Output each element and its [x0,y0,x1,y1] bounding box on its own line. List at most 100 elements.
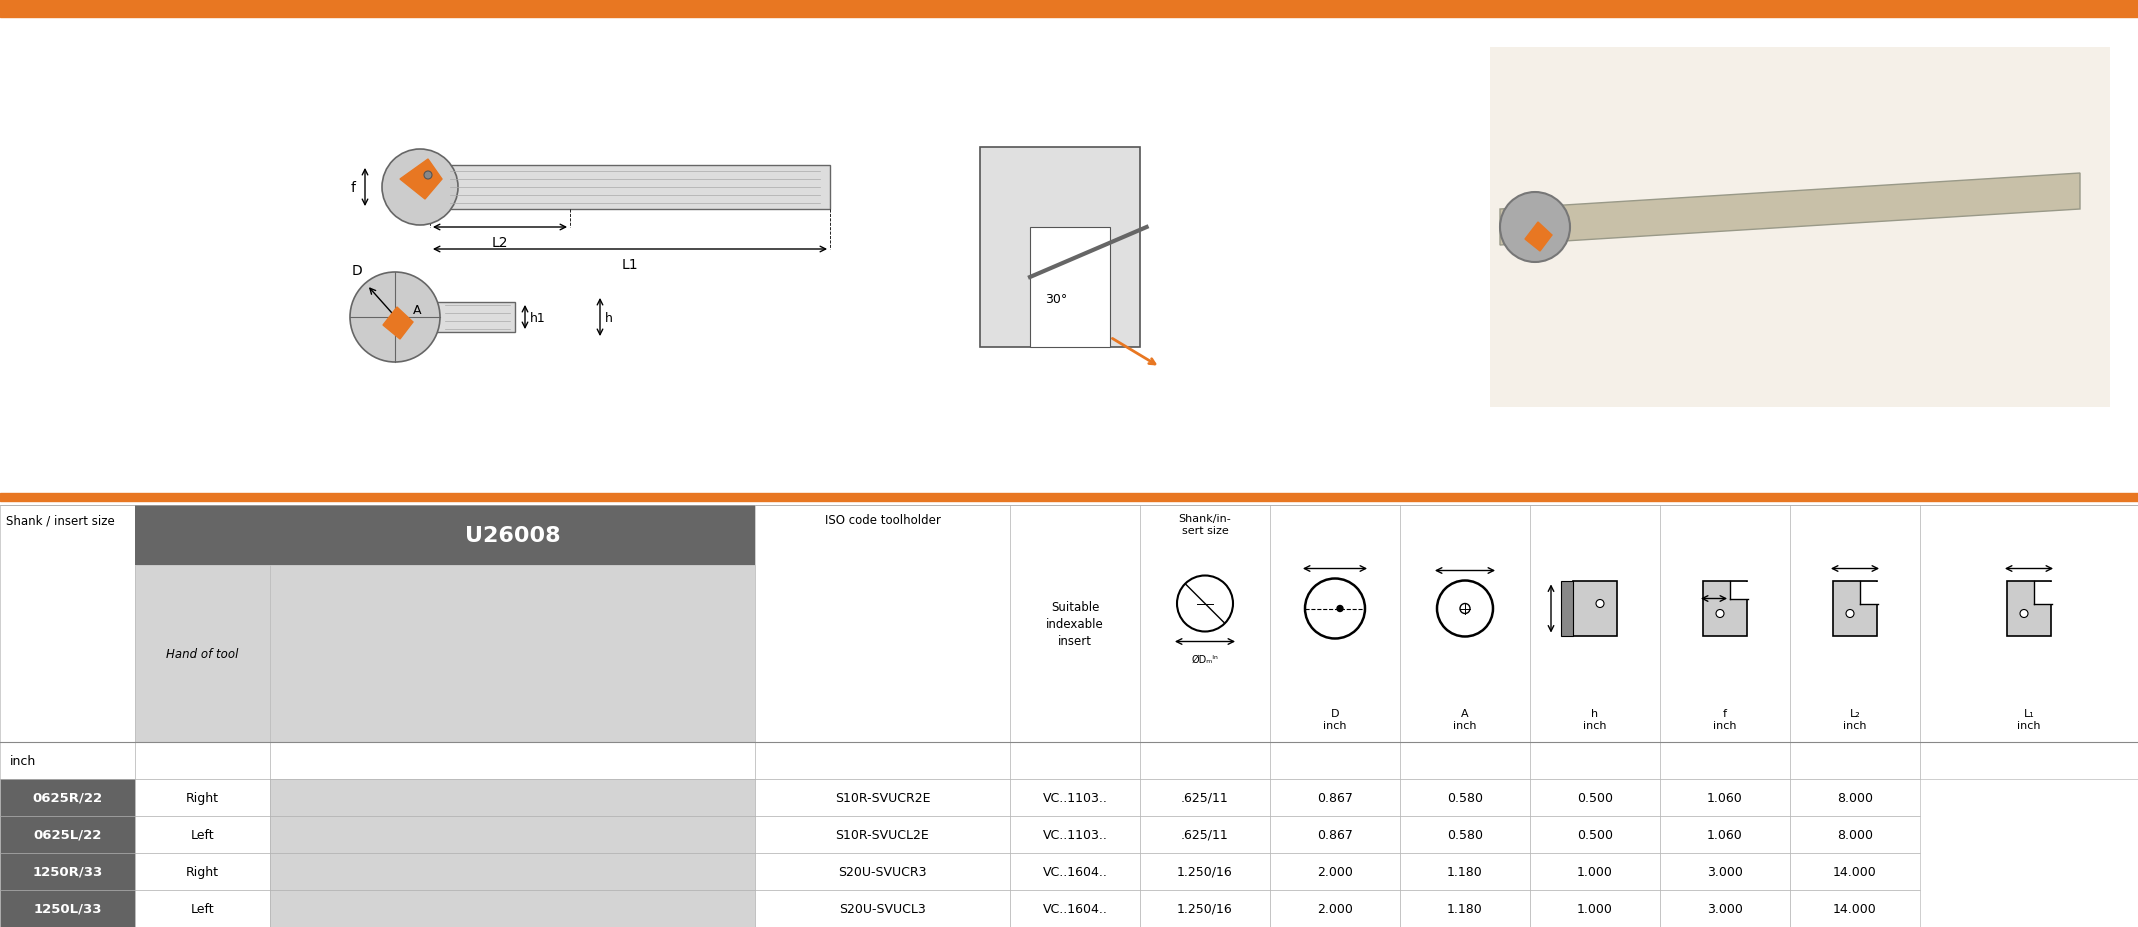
Bar [1400,505,1531,743]
Bar [1730,582,1757,599]
Text: A: A [413,303,421,316]
Bar [434,303,515,333]
Text: 0.867: 0.867 [1317,828,1353,841]
Text: L₁
inch: L₁ inch [2018,708,2042,730]
Bar [755,743,1009,780]
Bar [1009,743,1140,780]
Circle shape [2020,610,2029,617]
Bar [1140,816,1270,853]
Bar [1270,505,1400,743]
Bar [1790,505,1920,743]
Text: VC..1604..: VC..1604.. [1043,902,1107,915]
Text: f
inch: f inch [1713,708,1736,730]
Text: 0.580: 0.580 [1447,791,1484,804]
Bar [1531,890,1659,927]
Bar [1659,890,1790,927]
Text: VC..1604..: VC..1604.. [1043,865,1107,878]
Text: L₂
inch: L₂ inch [1843,708,1866,730]
Bar [0,743,135,780]
Circle shape [1460,603,1471,614]
Text: inch: inch [11,755,36,768]
Bar [269,505,755,565]
Bar [1920,743,2138,780]
Bar [0,780,135,816]
Circle shape [1717,610,1723,617]
Text: L2: L2 [492,235,509,249]
Text: 1.250/16: 1.250/16 [1178,865,1234,878]
Text: Left: Left [190,828,214,841]
Text: 1.000: 1.000 [1578,902,1612,915]
Circle shape [1437,581,1492,637]
Bar [1140,853,1270,890]
Bar [1140,780,1270,816]
Text: .625/11: .625/11 [1180,791,1229,804]
Circle shape [1845,610,1854,617]
Bar [1270,780,1400,816]
Bar [1659,853,1790,890]
Bar [1659,780,1790,816]
Bar [1790,743,1920,780]
Bar [430,166,830,210]
Bar [1790,816,1920,853]
Text: S20U-SVUCL3: S20U-SVUCL3 [838,902,926,915]
Bar [755,890,1009,927]
Bar [1860,582,1890,603]
Text: Right: Right [186,865,218,878]
Bar [0,493,2138,502]
Bar [1009,890,1140,927]
Text: S10R-SVUCR2E: S10R-SVUCR2E [834,791,930,804]
Text: h1: h1 [530,311,545,324]
Bar [1400,890,1531,927]
Text: 1250L/33: 1250L/33 [34,902,103,915]
Bar [1400,816,1531,853]
Bar [135,890,269,927]
Circle shape [1304,578,1364,639]
Text: Shank / insert size: Shank / insert size [6,514,115,527]
Bar [269,565,755,743]
Text: Hand of tool: Hand of tool [167,647,239,660]
Bar [1531,743,1659,780]
Bar [0,0,2138,18]
Bar [0,816,135,853]
Bar [1531,505,1659,743]
Bar [1704,581,1747,636]
Bar [1009,816,1140,853]
Bar [1531,853,1659,890]
Text: h: h [605,311,614,324]
Bar [0,890,135,927]
Text: f: f [351,181,355,195]
Bar [1140,505,1270,743]
Bar [1400,853,1531,890]
Polygon shape [1524,222,1552,252]
Bar [1009,853,1140,890]
Polygon shape [400,159,443,200]
Circle shape [1178,576,1234,632]
Bar [1790,890,1920,927]
Text: 0.580: 0.580 [1447,828,1484,841]
Text: 1.060: 1.060 [1706,791,1742,804]
Text: 1250R/33: 1250R/33 [32,865,103,878]
Bar [135,505,269,565]
Bar [1400,780,1531,816]
Circle shape [1501,193,1569,262]
Text: A
inch: A inch [1454,708,1477,730]
Text: 1.060: 1.060 [1706,828,1742,841]
Text: VC..1103..: VC..1103.. [1043,828,1107,841]
Text: .625/11: .625/11 [1180,828,1229,841]
Circle shape [423,171,432,180]
Bar [1659,505,1790,743]
Bar [1490,48,2110,408]
Text: 0625L/22: 0625L/22 [34,828,103,841]
Bar [269,816,755,853]
Text: ISO code toolholder: ISO code toolholder [825,514,941,527]
Bar [269,853,755,890]
Bar [1531,780,1659,816]
Bar [1790,853,1920,890]
Bar [1400,743,1531,780]
Text: 14.000: 14.000 [1832,865,1877,878]
Text: 8.000: 8.000 [1837,791,1873,804]
Text: 8.000: 8.000 [1837,828,1873,841]
Circle shape [1336,606,1343,612]
Text: U26008: U26008 [464,526,560,545]
Text: 3.000: 3.000 [1706,902,1742,915]
